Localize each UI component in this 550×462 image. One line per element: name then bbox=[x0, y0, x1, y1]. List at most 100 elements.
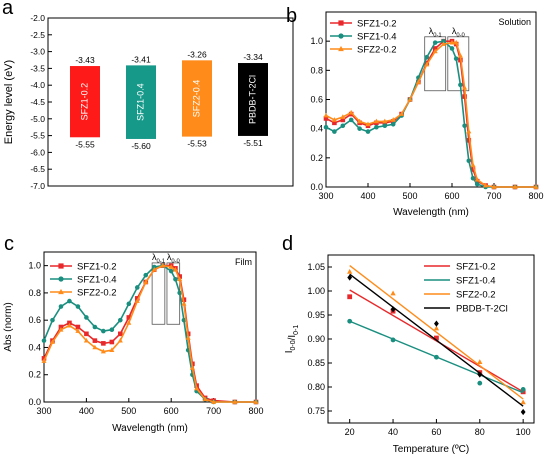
data-point bbox=[143, 272, 149, 278]
vibronic-peak-label: λ0-0 bbox=[452, 26, 466, 39]
panel-b-legend: SFZ1-0.2 SFZ1-0.4 SFZ2-0.2 bbox=[330, 19, 397, 56]
data-point bbox=[340, 123, 346, 129]
x-tick-label: 300 bbox=[318, 191, 333, 201]
y-tick-label: -6.5 bbox=[30, 164, 45, 174]
fit-line bbox=[349, 265, 524, 400]
y-tick-label: -3.0 bbox=[30, 47, 45, 57]
panel-c: c Film 300 400 500 600 700 800 0.0 0.2 0.4 0.6 0.8… bbox=[3, 233, 264, 434]
energy-bar bbox=[70, 66, 100, 138]
data-point bbox=[323, 116, 329, 121]
data-point bbox=[58, 326, 64, 332]
panel-d-series bbox=[347, 265, 526, 416]
y-tick-label: 0.2 bbox=[310, 153, 323, 163]
series-line bbox=[325, 40, 536, 188]
legend-entry: SFZ2-0.2 bbox=[357, 45, 397, 56]
energy-bar bbox=[182, 60, 212, 137]
x-tick-label: 100 bbox=[516, 427, 531, 437]
data-point bbox=[470, 167, 476, 172]
homo-value-label: -5.55 bbox=[75, 139, 95, 149]
data-point bbox=[185, 335, 191, 340]
x-tick-label: 800 bbox=[528, 191, 543, 201]
data-point bbox=[92, 338, 98, 343]
vibronic-peak-label: λ0-1 bbox=[152, 252, 165, 265]
data-point bbox=[347, 294, 353, 300]
data-point bbox=[126, 320, 132, 325]
series-line bbox=[325, 41, 536, 188]
data-point bbox=[520, 408, 526, 416]
y-tick-label: 0.4 bbox=[310, 124, 323, 134]
y-tick-label: 1.0 bbox=[28, 261, 41, 271]
data-point bbox=[432, 48, 438, 54]
data-point bbox=[323, 124, 329, 130]
data-point bbox=[84, 331, 89, 337]
data-point bbox=[118, 331, 123, 337]
data-point bbox=[347, 274, 353, 281]
data-point bbox=[41, 358, 47, 363]
data-point bbox=[390, 290, 396, 296]
panel-b-x-axis-label: Wavelength (nm) bbox=[393, 207, 469, 218]
data-point bbox=[432, 46, 438, 51]
data-point bbox=[181, 301, 187, 306]
data-point bbox=[399, 111, 405, 116]
data-point bbox=[101, 328, 106, 334]
legend-entry: SFZ2-0.2 bbox=[456, 290, 496, 301]
bar-label: SFZ1-0.4 bbox=[135, 83, 145, 121]
x-tick-label: 400 bbox=[360, 191, 375, 201]
y-tick-label: -4.5 bbox=[30, 97, 45, 107]
data-point bbox=[462, 85, 468, 90]
y-tick-label: 0.4 bbox=[28, 342, 41, 352]
legend-swatch-marker bbox=[338, 33, 344, 39]
data-point bbox=[520, 399, 526, 405]
panel-a-y-ticks: -2.0 -2.5 -3.0 -3.5 -4.0 -4.5 -5.0 -5.5 -6.0 -6.5… bbox=[30, 13, 52, 191]
y-tick-label: 0.8 bbox=[310, 65, 323, 75]
data-point bbox=[441, 38, 446, 44]
data-point bbox=[432, 40, 438, 45]
data-point bbox=[117, 337, 123, 343]
data-point bbox=[151, 266, 157, 272]
panel-b: b Solution 300 400 500 600 700 800 0.0 0.2 0.4 0.… bbox=[286, 5, 544, 218]
panel-c-legend: SFZ1-0.2 SFZ1-0.4 SFZ2-0.2 bbox=[50, 262, 117, 299]
y-tick-label: -2.5 bbox=[30, 30, 45, 40]
x-tick-label: 700 bbox=[486, 191, 501, 201]
data-point bbox=[177, 276, 183, 282]
data-point bbox=[390, 337, 396, 343]
data-point bbox=[134, 298, 140, 303]
data-point bbox=[109, 327, 115, 333]
data-point bbox=[332, 120, 337, 126]
data-point bbox=[477, 371, 483, 378]
fit-line bbox=[349, 273, 524, 407]
x-tick-label: 500 bbox=[402, 191, 417, 201]
energy-bar bbox=[238, 63, 268, 136]
y-tick-label: 0.0 bbox=[28, 397, 41, 407]
data-point bbox=[58, 304, 64, 309]
lumo-value-label: -3.41 bbox=[131, 54, 151, 64]
x-tick-label: 700 bbox=[206, 406, 221, 416]
data-point bbox=[340, 114, 346, 119]
data-point bbox=[92, 344, 98, 350]
data-point bbox=[466, 138, 472, 143]
panel-d-legend: SFZ1-0.2 SFZ1-0.4 SFZ2-0.2 PBDB-T-2Cl bbox=[424, 262, 508, 315]
data-point bbox=[66, 322, 72, 328]
data-point bbox=[348, 117, 354, 123]
data-point bbox=[109, 339, 115, 345]
x-tick-label: 600 bbox=[164, 406, 179, 416]
x-tick-label: 600 bbox=[444, 191, 459, 201]
data-point bbox=[382, 123, 388, 129]
x-tick-label: 500 bbox=[121, 406, 136, 416]
y-tick-label: -2.0 bbox=[30, 13, 45, 23]
panel-letter-d: d bbox=[282, 233, 293, 255]
data-point bbox=[520, 387, 526, 392]
bar-label: PBDB-T-2Cl bbox=[247, 75, 257, 124]
data-point bbox=[365, 121, 371, 127]
data-point bbox=[347, 318, 353, 324]
data-point bbox=[84, 315, 89, 320]
legend-entry: SFZ1-0.2 bbox=[357, 19, 397, 30]
y-tick-label: 0.75 bbox=[307, 406, 325, 416]
panel-c-annotations: λ0-1 λ0-0 bbox=[151, 252, 181, 325]
data-point bbox=[75, 304, 81, 309]
legend-entry: SFZ2-0.2 bbox=[77, 288, 117, 299]
panel-c-x-axis-label: Wavelength (nm) bbox=[112, 423, 188, 434]
panel-b-corner-label: Solution bbox=[498, 17, 531, 27]
data-point bbox=[232, 399, 238, 404]
data-point bbox=[434, 320, 439, 327]
